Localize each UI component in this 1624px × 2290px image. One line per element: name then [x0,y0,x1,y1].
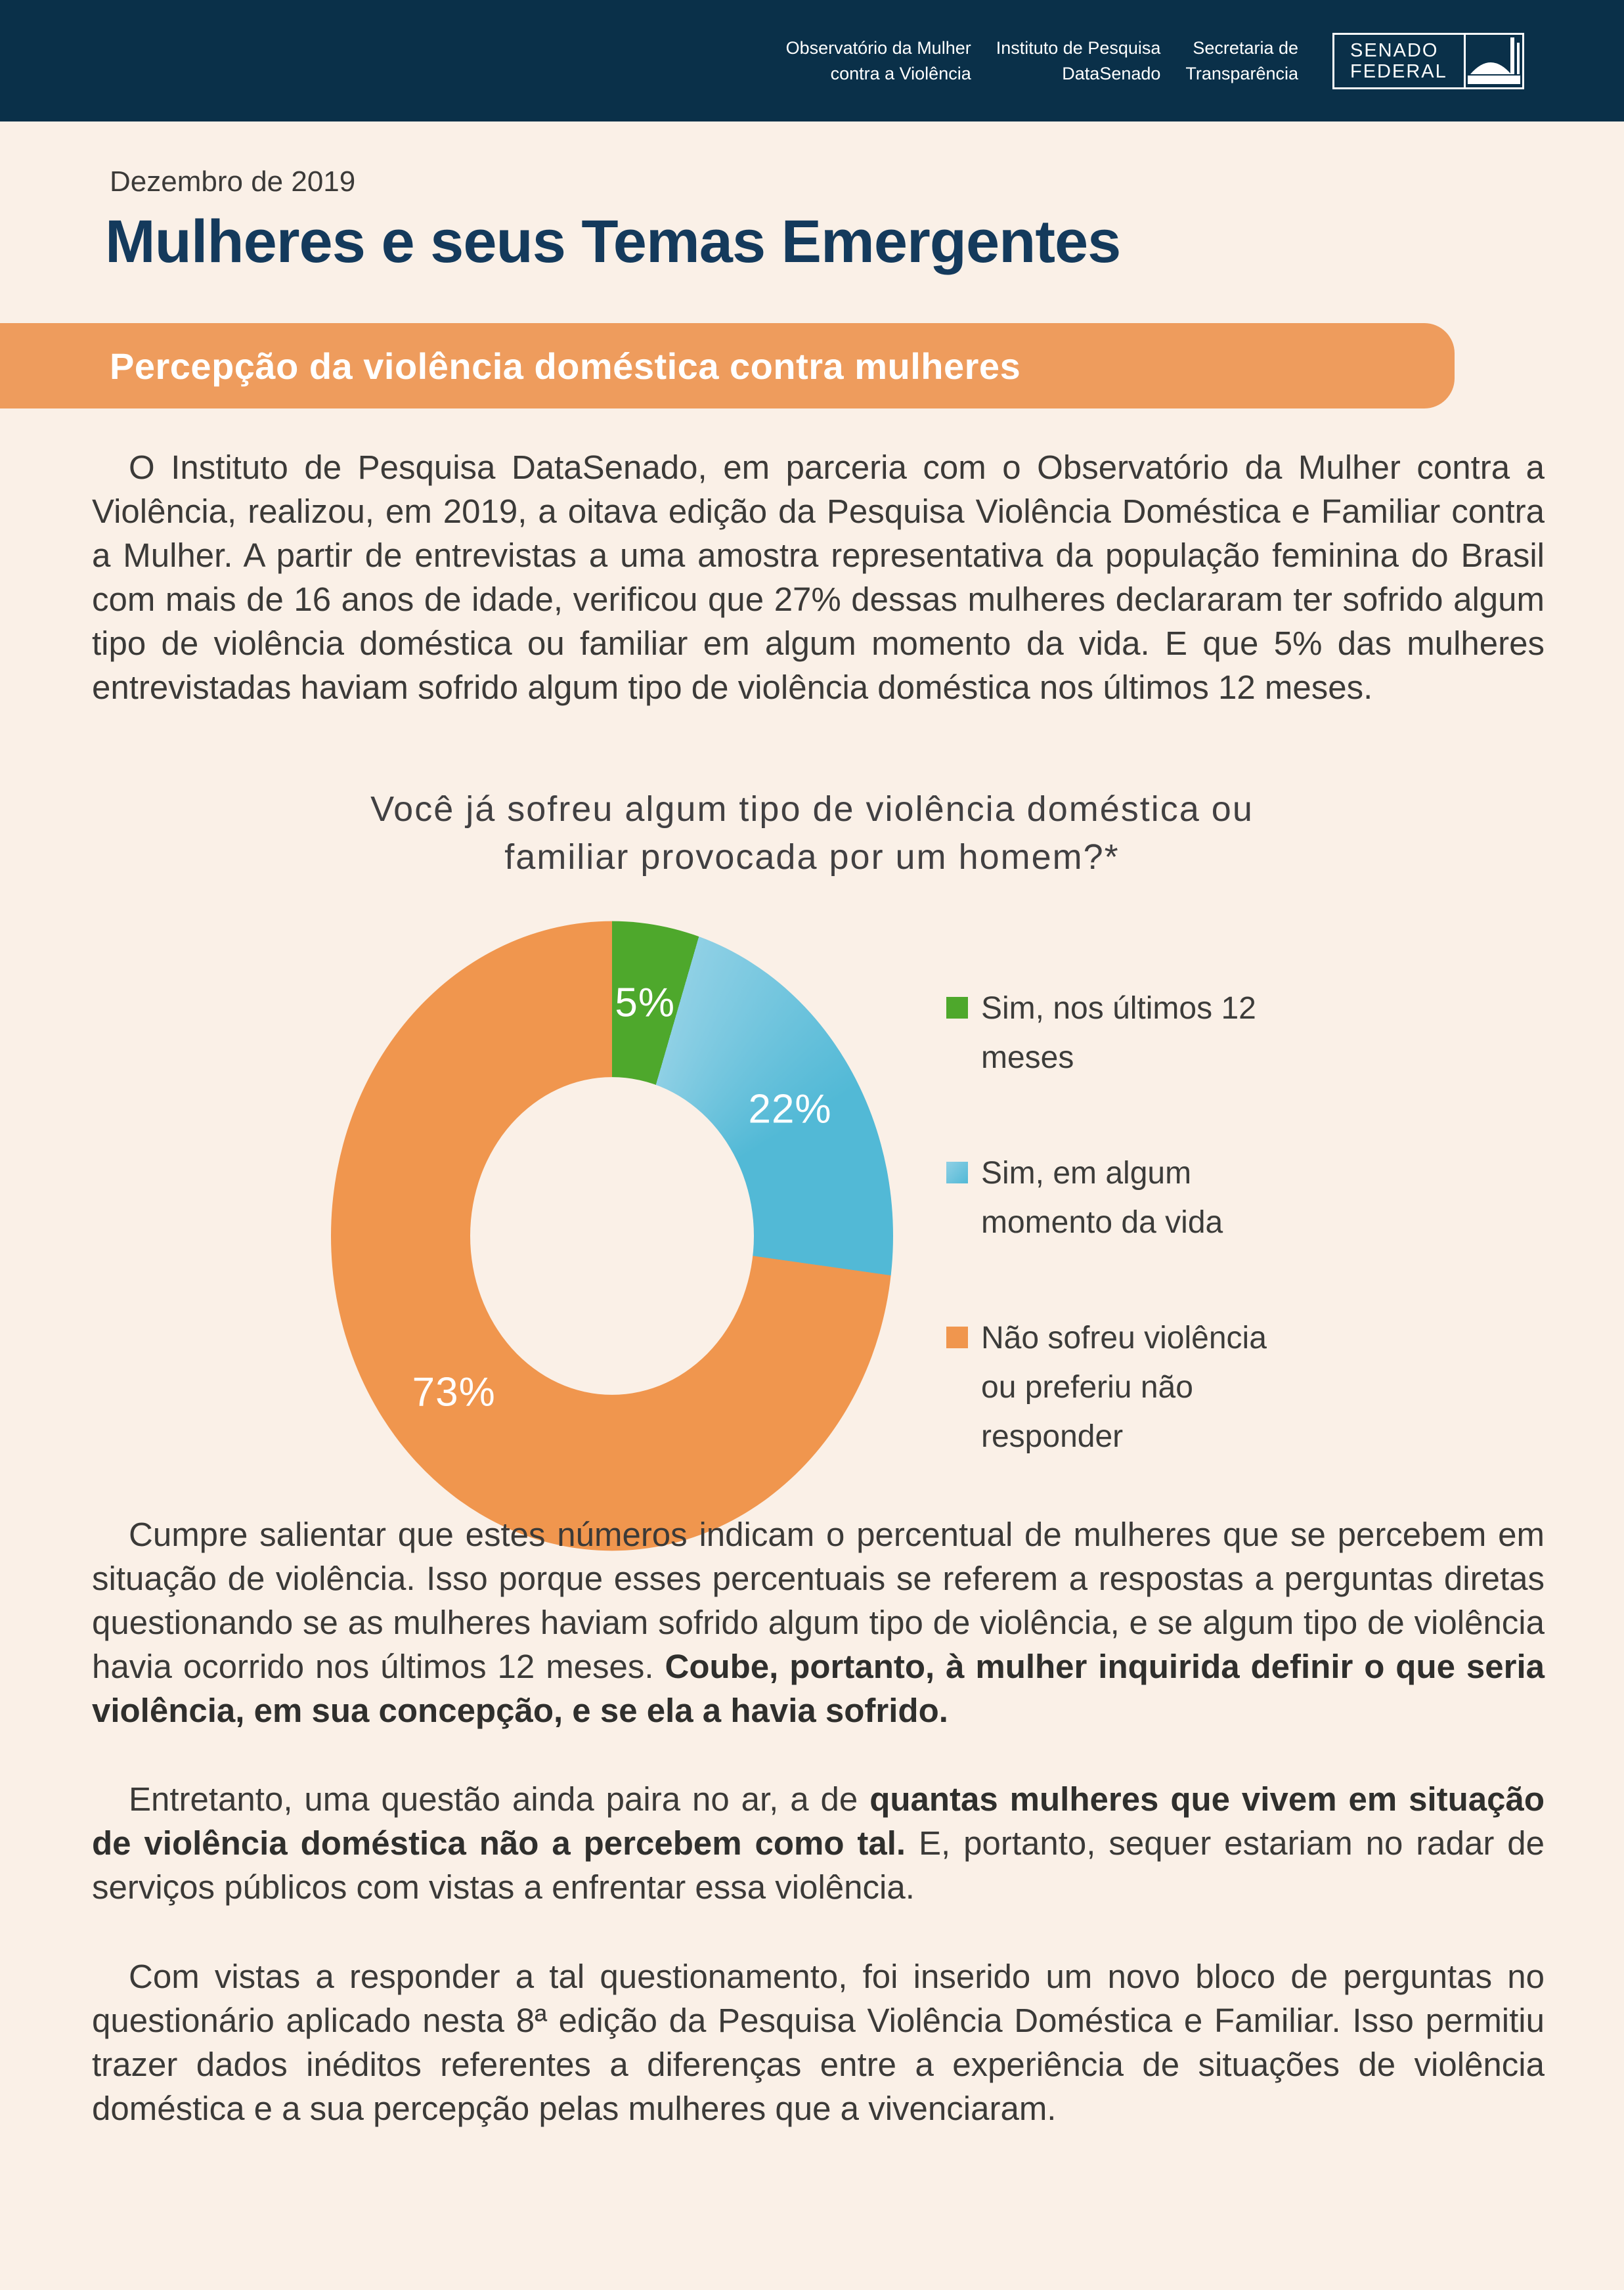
header-bar: Observatório da Mulher contra a Violênci… [0,0,1624,121]
legend-swatch-green [946,997,968,1019]
legend-swatch-orange [946,1327,968,1348]
intro-paragraph: O Instituto de Pesquisa DataSenado, em p… [92,445,1545,709]
paragraph-com-vistas: Com vistas a responder a tal questioname… [92,1954,1545,2130]
paragraph-cumpre-salientar: Cumpre salientar que estes números indic… [92,1512,1545,1732]
paragraph-entretanto: Entretanto, uma questão ainda paira no a… [92,1777,1545,1909]
senado-federal-logo-text: SENADO FEDERAL [1334,35,1464,87]
donut-hole [470,1077,754,1395]
legend-label: Não sofreu violência ou preferiu não res… [981,1321,1267,1454]
section-banner-label: Percepção da violência doméstica contra … [110,345,1021,387]
logo-line: FEDERAL [1350,60,1447,82]
chart-title-line1: Você já sofreu algum tipo de violência d… [370,789,1254,829]
chart-title: Você já sofreu algum tipo de violência d… [0,785,1624,881]
org-observatorio-da-mulher: Observatório da Mulher contra a Violênci… [786,35,971,87]
slice-label-sim-12-meses: 5% [615,980,676,1026]
paragraph-text: Com vistas a responder a tal questioname… [92,1958,1545,2127]
legend-label: Sim, nos últimos 12 meses [981,991,1256,1075]
org-line: Transparência [1185,63,1298,83]
legend-swatch-blue [946,1162,968,1183]
slice-label-sim-algum-momento: 22% [748,1086,832,1132]
org-line: Instituto de Pesquisa [996,37,1161,58]
org-datasenado: Instituto de Pesquisa DataSenado [996,35,1161,87]
paragraph-bold-text: Coube, portanto, à mulher inquirida defi… [92,1648,1545,1729]
org-line: DataSenado [1062,63,1161,83]
paragraph-text: O Instituto de Pesquisa DataSenado, em p… [92,449,1545,706]
org-line: Observatório da Mulher [785,37,971,58]
legend-item-nao-sofreu: Não sofreu violência ou preferiu não res… [946,1313,1267,1461]
org-line: Secretaria de [1193,37,1298,58]
org-line: contra a Violência [830,63,971,83]
legend-item-sim-12-meses: Sim, nos últimos 12 meses [946,984,1256,1082]
paragraph-text: E, portanto, sequer estariam no radar de… [92,1824,1545,1906]
paragraph-text: Entretanto, uma questão ainda paira no a… [129,1780,870,1818]
legend-label: Sim, em algum momento da vida [981,1156,1223,1240]
paragraph-bold-text: quantas mulheres que vivem em situação d… [92,1780,1545,1862]
senado-federal-logo: SENADO FEDERAL [1332,32,1524,89]
issue-date: Dezembro de 2019 [110,165,356,198]
legend-item-sim-algum-momento: Sim, em algum momento da vida [946,1149,1223,1247]
slice-label-nao-sofreu: 73% [412,1369,496,1415]
paragraph-text: Cumpre salientar que estes números indic… [92,1516,1545,1685]
chart-title-line2: familiar provocada por um homem?* [504,837,1120,877]
page-title: Mulheres e seus Temas Emergentes [105,208,1121,275]
donut-chart [331,921,893,1551]
logo-line: SENADO [1350,39,1439,61]
section-banner: Percepção da violência doméstica contra … [0,323,1455,408]
org-secretaria-transparencia: Secretaria de Transparência [1185,35,1298,87]
congress-dome-icon [1464,34,1522,87]
